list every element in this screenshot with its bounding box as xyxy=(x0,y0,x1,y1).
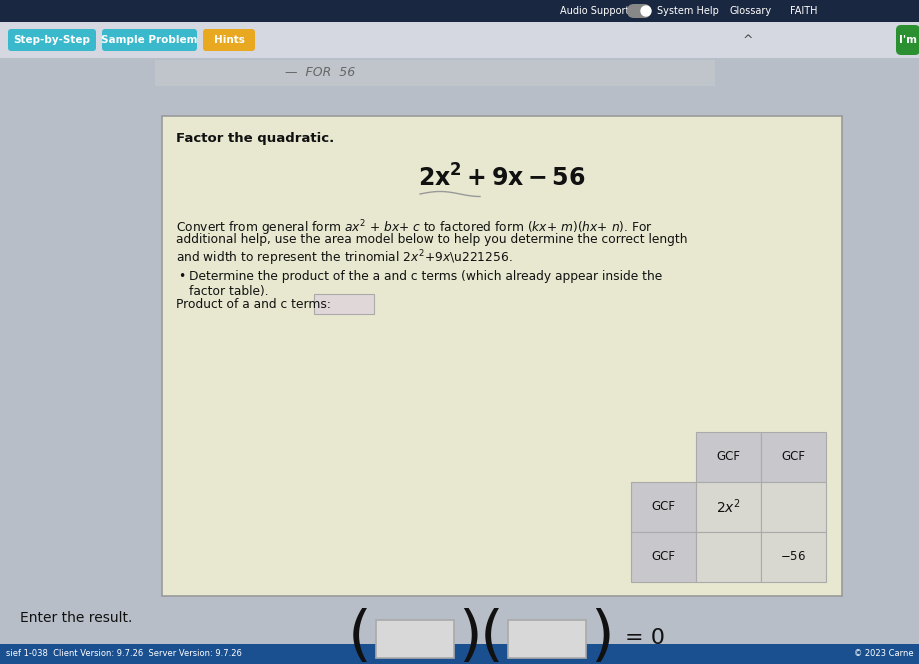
Bar xyxy=(760,482,825,532)
Text: Hints: Hints xyxy=(213,35,244,45)
Text: Glossary: Glossary xyxy=(729,6,771,16)
Text: = 0: = 0 xyxy=(624,628,664,648)
Bar xyxy=(696,482,760,532)
FancyBboxPatch shape xyxy=(895,25,919,55)
Text: $2x^2$: $2x^2$ xyxy=(715,498,740,517)
Text: Sample Problem: Sample Problem xyxy=(101,35,197,45)
Bar xyxy=(696,432,760,482)
Text: ): ) xyxy=(458,608,482,664)
FancyBboxPatch shape xyxy=(203,29,255,51)
Text: ): ) xyxy=(589,608,613,664)
Bar xyxy=(760,432,825,482)
Text: $\mathbf{2x^2+9x-56}$: $\mathbf{2x^2+9x-56}$ xyxy=(418,165,585,192)
Text: Step-by-Step: Step-by-Step xyxy=(14,35,90,45)
Bar xyxy=(760,532,825,582)
Bar xyxy=(630,482,696,532)
FancyBboxPatch shape xyxy=(627,4,651,18)
Text: (: ( xyxy=(347,608,371,664)
Text: and width to represent the trinomial $\mathit{2x}^2$+$\mathit{9x}$\u2212$\mathit: and width to represent the trinomial $\m… xyxy=(176,248,512,268)
Text: factor table).: factor table). xyxy=(188,285,268,298)
Text: Determine the product of the a and c terms (which already appear inside the: Determine the product of the a and c ter… xyxy=(188,270,662,283)
FancyBboxPatch shape xyxy=(102,29,197,51)
Text: $-56$: $-56$ xyxy=(779,550,806,564)
Bar xyxy=(376,620,453,658)
Text: I'm: I'm xyxy=(898,35,916,45)
Circle shape xyxy=(641,6,651,16)
Text: •: • xyxy=(177,270,185,283)
Bar xyxy=(162,116,841,596)
Bar xyxy=(154,60,714,86)
Text: sief 1-038  Client Version: 9.7.26  Server Version: 9.7.26: sief 1-038 Client Version: 9.7.26 Server… xyxy=(6,649,242,659)
Text: Convert from general form $\mathit{ax}^2$ + $\mathit{bx}$+ $\mathit{c}$ to facto: Convert from general form $\mathit{ax}^2… xyxy=(176,218,652,238)
Bar xyxy=(0,0,919,22)
Text: GCF: GCF xyxy=(716,450,740,463)
Text: Product of a and c terms:: Product of a and c terms: xyxy=(176,299,331,311)
Text: FAITH: FAITH xyxy=(789,6,817,16)
Text: GCF: GCF xyxy=(651,501,675,513)
Bar xyxy=(630,532,696,582)
FancyBboxPatch shape xyxy=(8,29,96,51)
Text: GCF: GCF xyxy=(780,450,805,463)
Text: GCF: GCF xyxy=(651,550,675,564)
Text: (: ( xyxy=(480,608,504,664)
Text: © 2023 Carne: © 2023 Carne xyxy=(854,649,913,659)
Text: Enter the result.: Enter the result. xyxy=(20,611,132,625)
Bar xyxy=(507,620,585,658)
Bar xyxy=(313,294,374,314)
Bar xyxy=(0,22,919,58)
Bar xyxy=(0,644,919,664)
Text: —  FOR  56: — FOR 56 xyxy=(285,66,355,80)
Text: System Help: System Help xyxy=(656,6,718,16)
Text: Factor the quadratic.: Factor the quadratic. xyxy=(176,132,334,145)
Bar xyxy=(696,532,760,582)
Text: additional help, use the area model below to help you determine the correct leng: additional help, use the area model belo… xyxy=(176,233,686,246)
Text: ^: ^ xyxy=(742,33,753,46)
Text: Audio Support: Audio Support xyxy=(560,6,629,16)
